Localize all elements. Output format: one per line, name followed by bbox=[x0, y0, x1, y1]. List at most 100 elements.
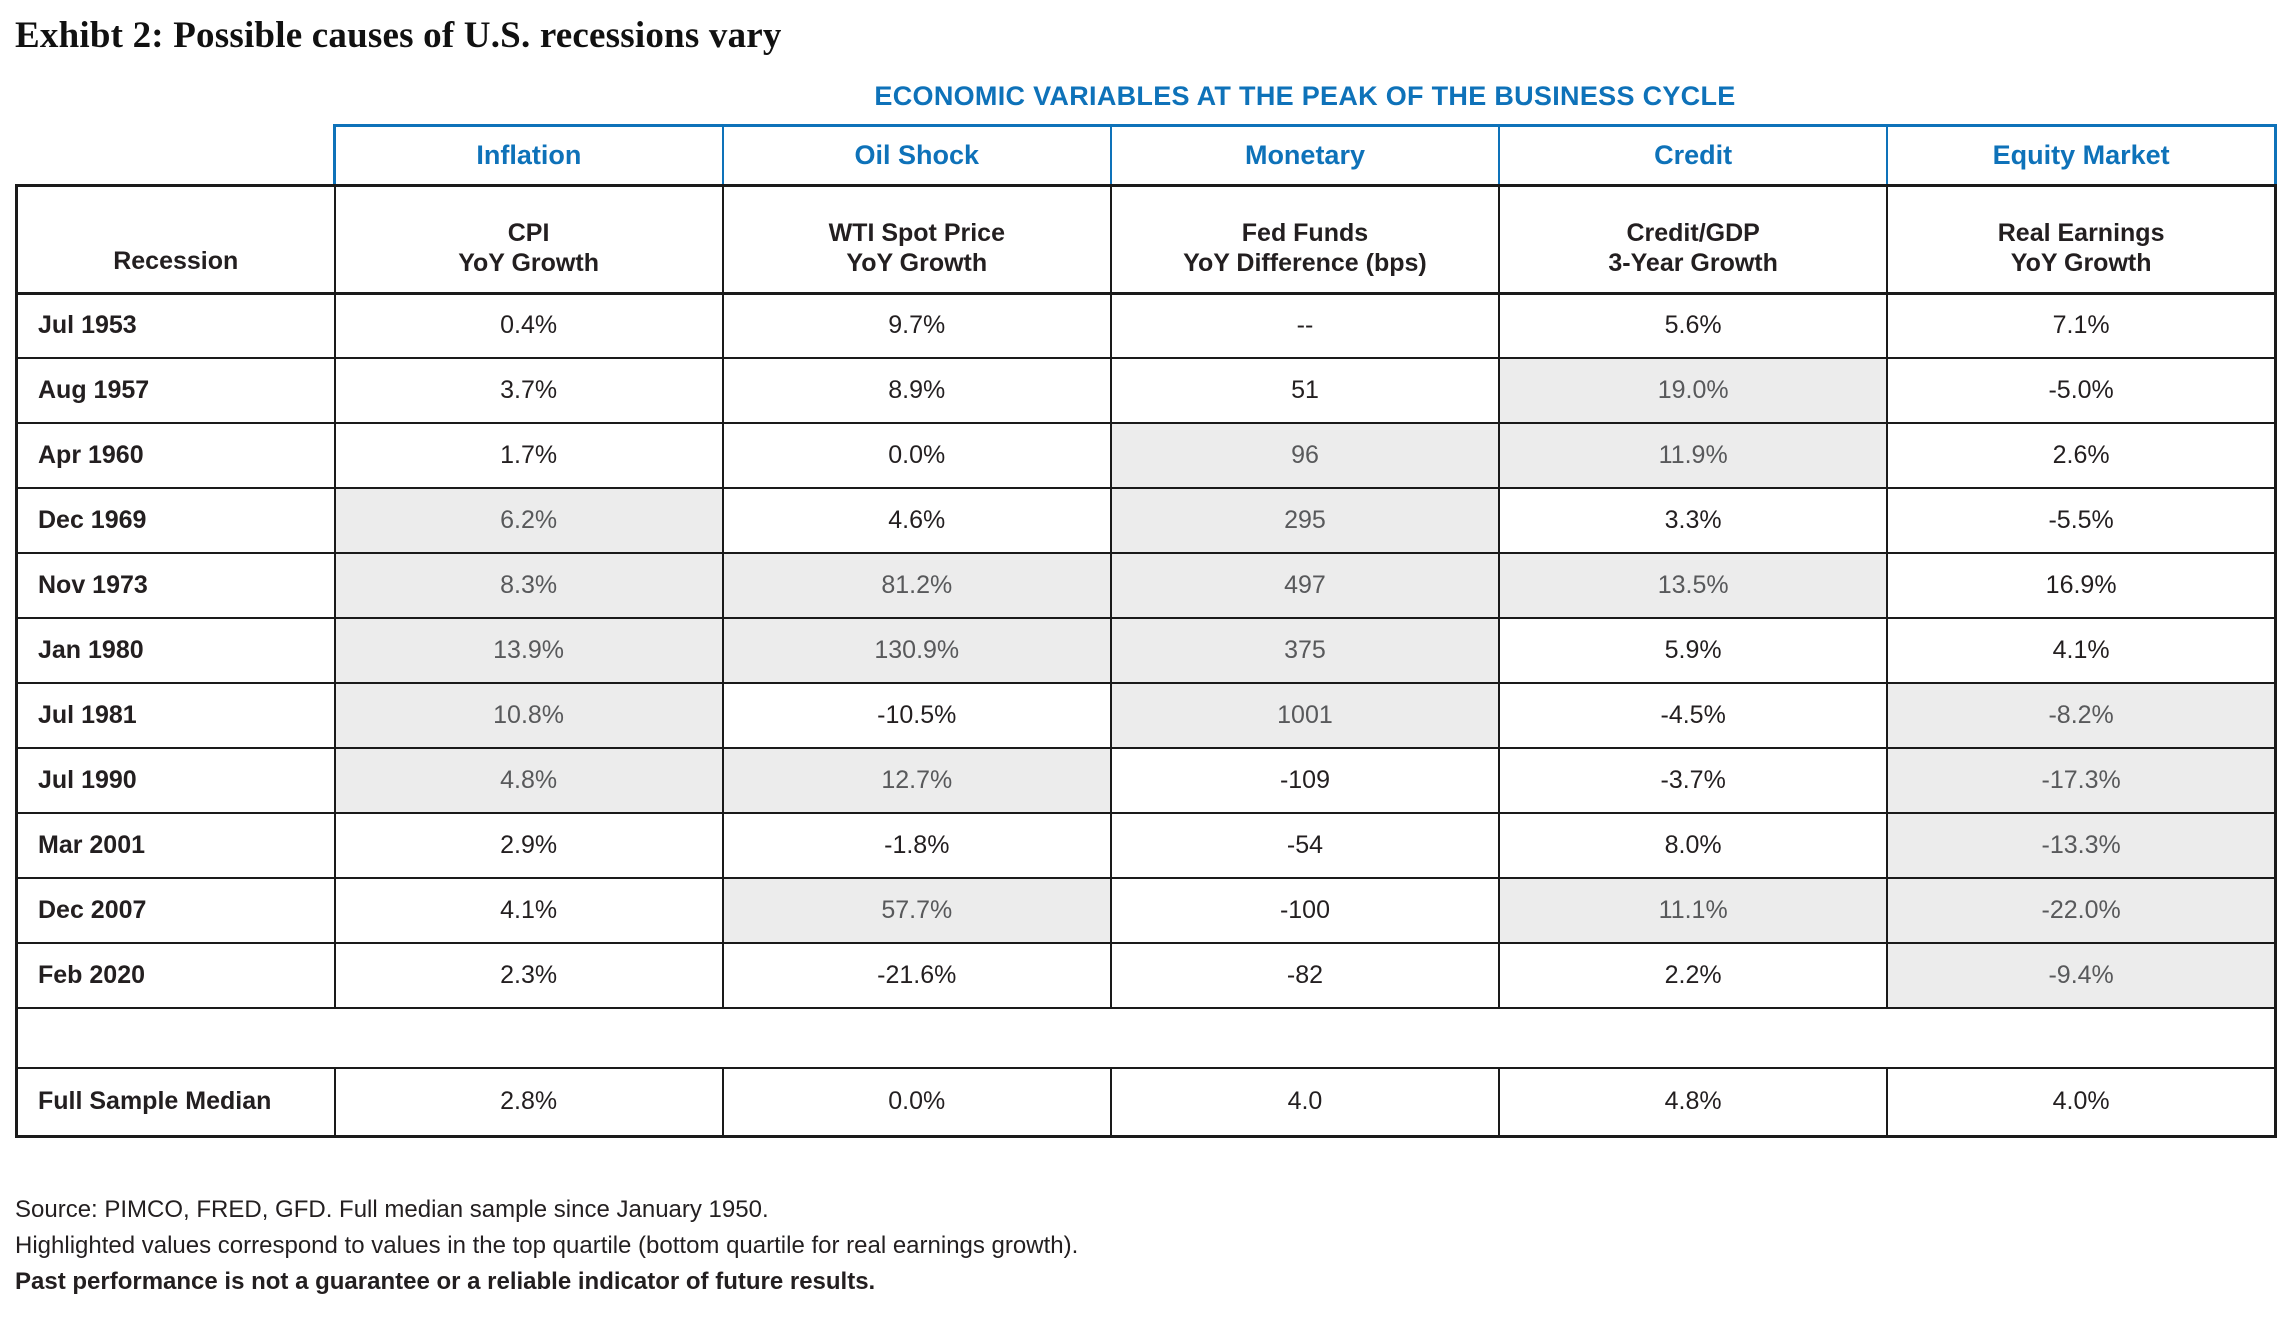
recession-date: Apr 1960 bbox=[15, 422, 336, 489]
value-cell: 0.0% bbox=[721, 422, 1112, 489]
recession-date: Jan 1980 bbox=[15, 617, 336, 684]
recession-date: Nov 1973 bbox=[15, 552, 336, 619]
recession-date: Jul 1990 bbox=[15, 747, 336, 814]
median-value-cell: 2.8% bbox=[333, 1067, 724, 1137]
value-cell: 6.2% bbox=[333, 487, 724, 554]
value-cell: 10.8% bbox=[333, 682, 724, 749]
table-row: Nov 1973 8.3% 81.2% 497 13.5% 16.9% bbox=[15, 552, 2277, 619]
column-header: CPI YoY Growth bbox=[333, 184, 724, 295]
column-group-header: Monetary bbox=[1109, 124, 1501, 184]
value-cell: -3.7% bbox=[1498, 747, 1889, 814]
median-value-cell: 4.0 bbox=[1109, 1067, 1501, 1137]
value-cell: 2.3% bbox=[333, 942, 724, 1009]
value-cell: 4.6% bbox=[721, 487, 1112, 554]
value-cell: 16.9% bbox=[1886, 552, 2277, 619]
table-row: Apr 1960 1.7% 0.0% 96 11.9% 2.6% bbox=[15, 422, 2277, 489]
value-cell: 8.3% bbox=[333, 552, 724, 619]
value-cell: 2.9% bbox=[333, 812, 724, 879]
group-header-row: Inflation Oil Shock Monetary Credit Equity M… bbox=[333, 124, 2277, 184]
column-group-header: Inflation bbox=[333, 124, 724, 184]
value-cell: -1.8% bbox=[721, 812, 1112, 879]
value-cell: 0.4% bbox=[333, 292, 724, 359]
recession-date: Jul 1981 bbox=[15, 682, 336, 749]
value-cell: 5.6% bbox=[1498, 292, 1889, 359]
median-value-cell: 4.8% bbox=[1498, 1067, 1889, 1137]
recession-date: Aug 1957 bbox=[15, 357, 336, 424]
table-row: Jan 1980 13.9% 130.9% 375 5.9% 4.1% bbox=[15, 617, 2277, 684]
value-cell: -22.0% bbox=[1886, 877, 2277, 944]
value-cell: -4.5% bbox=[1498, 682, 1889, 749]
spacer-row bbox=[16, 1007, 2276, 1069]
column-group-header: Equity Market bbox=[1886, 124, 2277, 184]
value-cell: 96 bbox=[1109, 422, 1501, 489]
value-cell: -5.5% bbox=[1886, 487, 2277, 554]
column-group-header: Oil Shock bbox=[721, 124, 1112, 184]
value-cell: -100 bbox=[1109, 877, 1501, 944]
value-cell: -8.2% bbox=[1886, 682, 2277, 749]
value-cell: -82 bbox=[1109, 942, 1501, 1009]
column-group-header: Credit bbox=[1498, 124, 1889, 184]
footnote: Past performance is not a guarantee or a… bbox=[15, 1267, 876, 1295]
value-cell: 2.2% bbox=[1498, 942, 1889, 1009]
column-header: Real Earnings YoY Growth bbox=[1886, 184, 2277, 295]
value-cell: -5.0% bbox=[1886, 357, 2277, 424]
value-cell: 7.1% bbox=[1886, 292, 2277, 359]
recession-date: Feb 2020 bbox=[15, 942, 336, 1009]
footnote: Source: PIMCO, FRED, GFD. Full median sa… bbox=[15, 1195, 769, 1223]
value-cell: 5.9% bbox=[1498, 617, 1889, 684]
value-cell: 1001 bbox=[1109, 682, 1501, 749]
value-cell: 497 bbox=[1109, 552, 1501, 619]
recession-date: Mar 2001 bbox=[15, 812, 336, 879]
recession-table: Recession CPI YoY Growth WTI Spot Price YoY … bbox=[15, 183, 2277, 1138]
column-header: Credit/GDP 3-Year Growth bbox=[1498, 184, 1889, 295]
value-cell: 3.7% bbox=[333, 357, 724, 424]
value-cell: 4.1% bbox=[333, 877, 724, 944]
row-header-recession: Recession bbox=[15, 184, 336, 295]
footnote: Highlighted values correspond to values … bbox=[15, 1231, 1079, 1259]
column-header: WTI Spot Price YoY Growth bbox=[721, 184, 1112, 295]
exhibit-title: Exhibt 2: Possible causes of U.S. recess… bbox=[15, 15, 782, 56]
value-cell: 19.0% bbox=[1498, 357, 1889, 424]
table-banner: ECONOMIC VARIABLES AT THE PEAK OF THE BU… bbox=[874, 81, 1736, 111]
value-cell: 11.9% bbox=[1498, 422, 1889, 489]
value-cell: 11.1% bbox=[1498, 877, 1889, 944]
value-cell: 81.2% bbox=[721, 552, 1112, 619]
value-cell: -54 bbox=[1109, 812, 1501, 879]
median-value-cell: 4.0% bbox=[1886, 1067, 2277, 1137]
table-row: Dec 1969 6.2% 4.6% 295 3.3% -5.5% bbox=[15, 487, 2277, 554]
value-cell: -13.3% bbox=[1886, 812, 2277, 879]
value-cell: 8.9% bbox=[721, 357, 1112, 424]
table-row: Feb 2020 2.3% -21.6% -82 2.2% -9.4% bbox=[15, 942, 2277, 1009]
table-row: Aug 1957 3.7% 8.9% 51 19.0% -5.0% bbox=[15, 357, 2277, 424]
value-cell: 13.9% bbox=[333, 617, 724, 684]
table-row: Dec 2007 4.1% 57.7% -100 11.1% -22.0% bbox=[15, 877, 2277, 944]
table-row: Jul 1981 10.8% -10.5% 1001 -4.5% -8.2% bbox=[15, 682, 2277, 749]
median-label: Full Sample Median bbox=[15, 1067, 336, 1137]
recession-date: Dec 1969 bbox=[15, 487, 336, 554]
value-cell: 8.0% bbox=[1498, 812, 1889, 879]
median-row: Full Sample Median 2.8% 0.0% 4.0 4.8% 4.0% bbox=[15, 1067, 2277, 1137]
value-cell: -- bbox=[1109, 292, 1501, 359]
value-cell: 1.7% bbox=[333, 422, 724, 489]
value-cell: -10.5% bbox=[721, 682, 1112, 749]
value-cell: -9.4% bbox=[1886, 942, 2277, 1009]
value-cell: 295 bbox=[1109, 487, 1501, 554]
value-cell: 13.5% bbox=[1498, 552, 1889, 619]
footnotes: Source: PIMCO, FRED, GFD. Full median sa… bbox=[15, 1192, 2277, 1300]
value-cell: 9.7% bbox=[721, 292, 1112, 359]
value-cell: -109 bbox=[1109, 747, 1501, 814]
value-cell: 4.8% bbox=[333, 747, 724, 814]
value-cell: -21.6% bbox=[721, 942, 1112, 1009]
column-header-row: Recession CPI YoY Growth WTI Spot Price YoY … bbox=[15, 184, 2277, 295]
recession-date: Dec 2007 bbox=[15, 877, 336, 944]
table-row: Jul 1990 4.8% 12.7% -109 -3.7% -17.3% bbox=[15, 747, 2277, 814]
value-cell: -17.3% bbox=[1886, 747, 2277, 814]
value-cell: 12.7% bbox=[721, 747, 1112, 814]
spacer-cell bbox=[16, 1007, 2276, 1069]
column-group-header-row: Inflation Oil Shock Monetary Credit Equity M… bbox=[333, 124, 2277, 184]
value-cell: 375 bbox=[1109, 617, 1501, 684]
median-value-cell: 0.0% bbox=[721, 1067, 1112, 1137]
column-header: Fed Funds YoY Difference (bps) bbox=[1109, 184, 1501, 295]
value-cell: 57.7% bbox=[721, 877, 1112, 944]
